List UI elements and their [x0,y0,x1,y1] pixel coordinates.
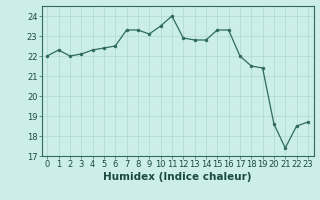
X-axis label: Humidex (Indice chaleur): Humidex (Indice chaleur) [103,172,252,182]
